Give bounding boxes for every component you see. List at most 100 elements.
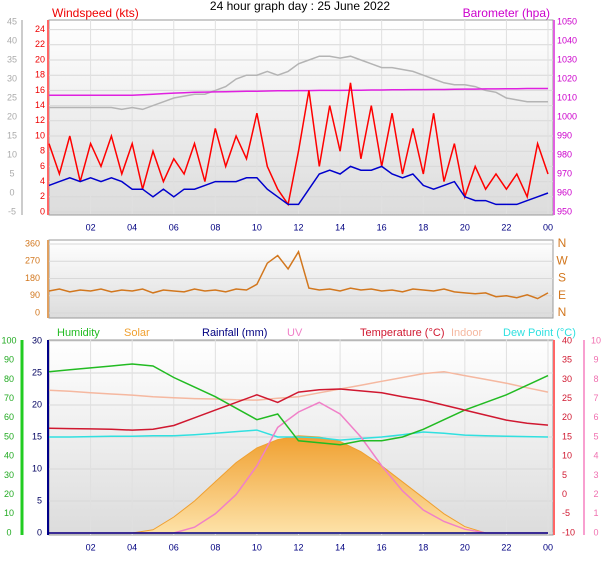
y-tick-label: 15	[32, 431, 42, 441]
y3-tick-label: 80	[4, 374, 14, 384]
y-tick-label: 25	[32, 367, 42, 377]
y4-tick-label: 3	[593, 470, 598, 480]
y-tick-label: 5	[37, 495, 42, 505]
y2-tick-label: N	[558, 305, 567, 319]
y2-tick-label: 1050	[557, 16, 577, 26]
y2-tick-label: 10	[562, 451, 572, 461]
y-tick-label: 14	[35, 100, 45, 110]
y3-tick-label: 10	[7, 149, 17, 159]
y-tick-label: 24	[35, 24, 45, 34]
y2-tick-label: 1020	[557, 73, 577, 83]
y3-tick-label: 25	[7, 92, 17, 102]
y3-tick-label: 40	[4, 451, 14, 461]
y4-tick-label: 1	[593, 508, 598, 518]
y3-tick-label: 0	[9, 187, 14, 197]
y3-tick-label: 40	[7, 35, 17, 45]
y-tick-label: 12	[35, 115, 45, 125]
x-tick-label: 18	[418, 222, 428, 232]
y3-tick-label: 15	[7, 130, 17, 140]
y-tick-label: 8	[40, 146, 45, 156]
y2-tick-label: 30	[562, 374, 572, 384]
y-tick-label: 20	[32, 399, 42, 409]
x-tick-label: 14	[335, 222, 345, 232]
y3-tick-label: 100	[1, 335, 16, 345]
y-tick-label: 180	[25, 273, 40, 283]
y-tick-label: 4	[40, 176, 45, 186]
y4-tick-label: 0	[593, 527, 598, 537]
y2-tick-label: 970	[557, 168, 572, 178]
legend-entry: Solar	[124, 327, 150, 339]
x-tick-label: 20	[460, 542, 470, 552]
line	[48, 165, 549, 206]
y3-tick-label: 60	[4, 412, 14, 422]
x-tick-label: 22	[501, 222, 511, 232]
x-tick-label: 20	[460, 222, 470, 232]
y4-tick-label: 10	[591, 335, 601, 345]
line	[49, 87, 548, 97]
x-tick-label: 08	[210, 542, 220, 552]
y2-tick-label: 990	[557, 130, 572, 140]
y3-tick-label: 35	[7, 54, 17, 64]
y-tick-label: 2	[40, 191, 45, 201]
x-tick-label: 04	[127, 542, 137, 552]
legend-entry: Temperature (°C)	[360, 327, 444, 339]
x-tick-label: 00	[543, 222, 553, 232]
y-tick-label: 20	[35, 54, 45, 64]
y-tick-label: 18	[35, 70, 45, 80]
x-tick-label: 06	[169, 222, 179, 232]
y3-tick-label: 20	[4, 489, 14, 499]
y2-tick-label: 0	[562, 489, 567, 499]
y-tick-label: 10	[35, 130, 45, 140]
chart-title: 24 hour graph day : 25 June 2022	[210, 0, 390, 13]
y-tick-label: 0	[35, 307, 40, 317]
y2-tick-label: 25	[562, 393, 572, 403]
x-tick-label: 22	[501, 542, 511, 552]
line	[49, 55, 548, 111]
line	[48, 370, 549, 401]
y2-tick-label: N	[558, 236, 567, 250]
y4-tick-label: 5	[593, 431, 598, 441]
y4-tick-label: 8	[593, 374, 598, 384]
y4-tick-label: 9	[593, 355, 598, 365]
line	[48, 388, 549, 431]
x-tick-label: 08	[210, 222, 220, 232]
y4-tick-label: 2	[593, 489, 598, 499]
y2-tick-label: 40	[562, 335, 572, 345]
y-tick-label: 16	[35, 85, 45, 95]
y2-tick-label: 1040	[557, 35, 577, 45]
y2-tick-label: 960	[557, 187, 572, 197]
y-tick-label: 0	[40, 206, 45, 216]
y3-tick-label: 70	[4, 393, 14, 403]
x-tick-label: 10	[252, 542, 262, 552]
y3-tick-label: 5	[9, 168, 14, 178]
y2-tick-label: 1010	[557, 92, 577, 102]
y3-tick-label: 45	[7, 16, 17, 26]
line	[48, 249, 549, 300]
y3-tick-label: 90	[4, 355, 14, 365]
y2-tick-label: -5	[562, 508, 570, 518]
panel-wind	[48, 19, 554, 216]
y2-tick-label: 1000	[557, 111, 577, 121]
x-tick-label: 06	[169, 542, 179, 552]
line	[49, 429, 549, 441]
y3-tick-label: 50	[4, 431, 14, 441]
y4-tick-label: 6	[593, 412, 598, 422]
y2-tick-label: -10	[562, 527, 575, 537]
y3-tick-label: 20	[7, 111, 17, 121]
y3-tick-label: 30	[4, 470, 14, 480]
y2-tick-label: 950	[557, 206, 572, 216]
y-tick-label: 360	[25, 238, 40, 248]
y2-tick-label: S	[558, 271, 566, 285]
legend-entry: Indoor	[451, 327, 483, 339]
y-axis-label: Windspeed (kts)	[52, 6, 139, 20]
x-tick-label: 10	[252, 222, 262, 232]
y-tick-label: 6	[40, 161, 45, 171]
y2-tick-label: 20	[562, 412, 572, 422]
legend-entry: UV	[287, 327, 303, 339]
y-tick-label: 270	[25, 256, 40, 266]
y3-tick-label: -5	[8, 206, 16, 216]
y2-axis-label: Barometer (hpa)	[463, 6, 550, 20]
y2-tick-label: 15	[562, 431, 572, 441]
y-tick-label: 22	[35, 39, 45, 49]
